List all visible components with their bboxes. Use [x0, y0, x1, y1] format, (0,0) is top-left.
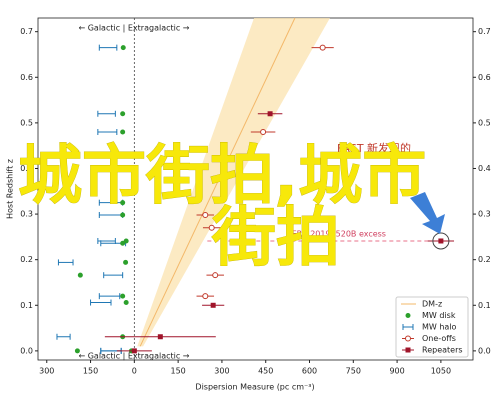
legend-label: One-offs: [422, 334, 456, 343]
disk-point: [123, 300, 129, 306]
x-tick-label: 300: [39, 367, 54, 376]
x-tick-label: 0: [132, 367, 137, 376]
y-tick-label: 0.7: [20, 27, 33, 36]
disk-point: [120, 111, 126, 117]
one-off-point: [202, 211, 209, 218]
legend-label: MW halo: [422, 323, 457, 332]
x-tick-label: 750: [346, 367, 361, 376]
halo-bar: [103, 272, 124, 279]
y-tick-label: 0.0: [20, 346, 33, 355]
y2-tick-label: 0.7: [478, 27, 491, 36]
repeater-point: [210, 302, 216, 308]
legend-marker: [405, 347, 411, 353]
repeater-point: [267, 111, 273, 117]
x-tick-label: 1050: [431, 367, 451, 376]
disk-point: [120, 240, 126, 246]
y2-tick-label: 0.5: [478, 118, 491, 127]
x-tick-label: 300: [214, 367, 229, 376]
halo-bar: [56, 333, 71, 340]
highlight-circle: [432, 232, 450, 250]
y2-tick-label: 0.2: [478, 255, 491, 264]
y-tick-label: 0.6: [20, 73, 33, 82]
annotation: FRB 20190520B excess: [292, 230, 386, 239]
x-tick-label: 600: [302, 367, 317, 376]
x-tick-label: 450: [258, 367, 273, 376]
halo-bar: [57, 259, 74, 266]
legend-label: DM-z: [422, 300, 442, 309]
y-tick-label: 0.1: [20, 301, 33, 310]
y-axis-label: Host Redshift z: [6, 159, 15, 219]
x-tick-label: 150: [83, 367, 98, 376]
disk-point: [120, 293, 126, 299]
disk-point: [120, 45, 126, 51]
repeater-point: [157, 334, 163, 340]
pointer-arrow: [410, 192, 445, 234]
disk-point: [74, 348, 80, 354]
annotation: FAST 新发现的: [337, 141, 411, 155]
halo-bar: [97, 110, 116, 117]
y-tick-label: 0.3: [20, 210, 33, 219]
x-axis-label: Dispersion Measure (pc cm⁻³): [195, 383, 314, 392]
y2-tick-label: 0.6: [478, 73, 491, 82]
one-off-point: [319, 44, 326, 51]
y-tick-label: 0.2: [20, 255, 33, 264]
watermark: 城市街拍,城市: [18, 140, 426, 214]
one-off-point: [212, 272, 219, 279]
disk-point: [123, 259, 129, 265]
disk-point: [120, 212, 126, 218]
legend-marker: [405, 335, 411, 342]
one-off-point: [202, 293, 209, 300]
legend-label: Repeaters: [422, 346, 463, 355]
watermark: 街拍: [211, 202, 340, 276]
dm-z-band: [137, 18, 330, 347]
repeater-point: [438, 238, 444, 244]
legend-marker: [405, 313, 411, 318]
one-off-point: [208, 224, 215, 231]
x-tick-label: 900: [389, 367, 404, 376]
y-tick-label: 0.5: [20, 118, 33, 127]
halo-bar: [98, 293, 121, 300]
disk-point: [77, 272, 83, 278]
dm-z-line: [139, 17, 296, 347]
one-off-point: [260, 129, 267, 135]
repeater-point: [131, 348, 137, 354]
halo-bar: [97, 129, 118, 135]
y2-tick-label: 0.0: [478, 346, 491, 355]
y2-tick-label: 0.4: [478, 164, 491, 173]
legend-box: [395, 296, 469, 358]
x-tick-label: 150: [170, 367, 185, 376]
y-tick-label: 0.4: [20, 164, 33, 173]
y2-tick-label: 0.1: [478, 301, 491, 310]
halo-bar: [90, 299, 112, 306]
y2-tick-label: 0.3: [478, 210, 491, 219]
legend-label: MW disk: [422, 311, 456, 320]
halo-bar: [98, 44, 118, 51]
legend: DM-z MW disk MW halo One-offs Repeaters: [395, 296, 469, 358]
disk-point: [120, 129, 126, 135]
disk-point: [120, 200, 126, 206]
